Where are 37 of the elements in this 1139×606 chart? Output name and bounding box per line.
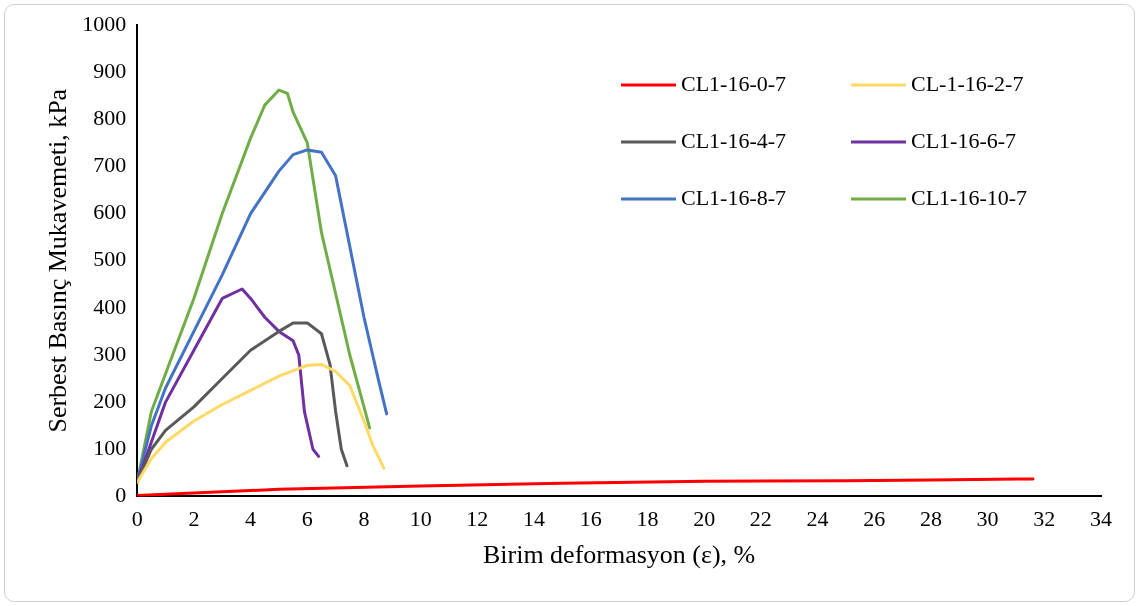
legend-label: CL1-16-6-7 xyxy=(911,127,1017,153)
x-tick-label: 0 xyxy=(131,506,143,532)
x-tick-label: 34 xyxy=(1090,506,1112,532)
x-tick-label: 8 xyxy=(358,506,370,532)
legend-label: CL1-16-8-7 xyxy=(681,184,787,210)
y-tick-label: 700 xyxy=(93,152,127,178)
y-tick-label: 100 xyxy=(93,435,127,461)
x-tick-label: 18 xyxy=(636,506,659,532)
legend-label: CL1-16-10-7 xyxy=(911,184,1028,210)
x-tick-label: 6 xyxy=(301,506,313,532)
x-axis-title: Birim deformasyon (ε), % xyxy=(482,540,756,570)
x-tick-label: 14 xyxy=(523,506,546,532)
x-tick-label: 26 xyxy=(863,506,886,532)
y-tick-label: 400 xyxy=(93,293,127,319)
x-tick-label: 30 xyxy=(976,506,999,532)
y-tick-label: 600 xyxy=(93,199,127,225)
y-tick-label: 300 xyxy=(93,340,127,366)
x-tick-label: 12 xyxy=(466,506,489,532)
legend-label: CL-1-16-2-7 xyxy=(911,70,1024,96)
x-tick-label: 24 xyxy=(806,506,829,532)
x-tick-label: 4 xyxy=(245,506,257,532)
x-tick-label: 2 xyxy=(188,506,200,532)
x-tick-label: 28 xyxy=(919,506,942,532)
x-tick-label: 20 xyxy=(693,506,716,532)
x-tick-label: 10 xyxy=(409,506,432,532)
y-tick-label: 500 xyxy=(93,246,127,272)
y-tick-label: 1000 xyxy=(82,10,127,36)
x-tick-label: 22 xyxy=(749,506,772,532)
x-tick-label: 32 xyxy=(1033,506,1056,532)
x-tick-label: 16 xyxy=(579,506,602,532)
legend-label: CL1-16-4-7 xyxy=(681,127,787,153)
y-axis-title: Serbest Basınç Mukavemeti, kPa xyxy=(43,88,73,433)
y-tick-label: 200 xyxy=(93,387,127,413)
legend-label: CL1-16-0-7 xyxy=(681,70,787,96)
y-tick-label: 800 xyxy=(93,105,127,131)
y-tick-label: 0 xyxy=(115,482,127,508)
y-tick-label: 900 xyxy=(93,57,127,83)
